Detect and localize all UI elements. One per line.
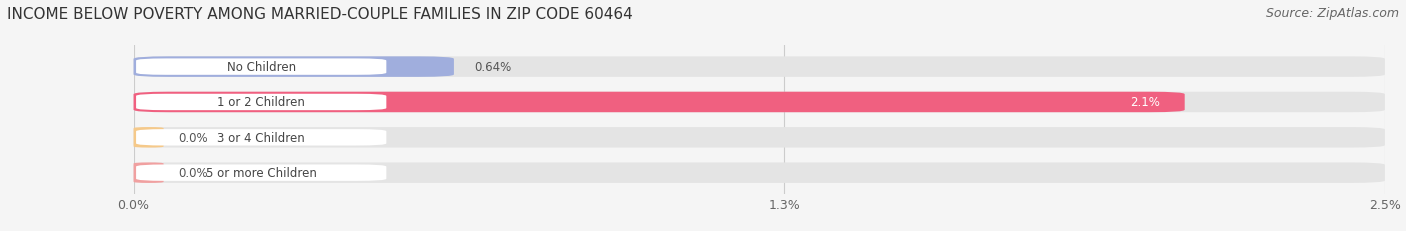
FancyBboxPatch shape [136, 59, 387, 76]
FancyBboxPatch shape [134, 92, 1385, 113]
Text: 2.1%: 2.1% [1130, 96, 1160, 109]
FancyBboxPatch shape [136, 165, 387, 181]
FancyBboxPatch shape [136, 94, 387, 111]
FancyBboxPatch shape [134, 163, 163, 183]
FancyBboxPatch shape [134, 57, 454, 78]
Text: 0.64%: 0.64% [474, 61, 512, 74]
Text: Source: ZipAtlas.com: Source: ZipAtlas.com [1265, 7, 1399, 20]
FancyBboxPatch shape [136, 130, 387, 146]
FancyBboxPatch shape [134, 57, 1385, 78]
Text: 3 or 4 Children: 3 or 4 Children [218, 131, 305, 144]
FancyBboxPatch shape [134, 128, 163, 148]
Text: No Children: No Children [226, 61, 295, 74]
Text: 5 or more Children: 5 or more Children [205, 167, 316, 179]
FancyBboxPatch shape [134, 128, 1385, 148]
Text: 1 or 2 Children: 1 or 2 Children [218, 96, 305, 109]
Text: INCOME BELOW POVERTY AMONG MARRIED-COUPLE FAMILIES IN ZIP CODE 60464: INCOME BELOW POVERTY AMONG MARRIED-COUPL… [7, 7, 633, 22]
FancyBboxPatch shape [134, 163, 1385, 183]
Text: 0.0%: 0.0% [179, 131, 208, 144]
Text: 0.0%: 0.0% [179, 167, 208, 179]
FancyBboxPatch shape [134, 92, 1185, 113]
